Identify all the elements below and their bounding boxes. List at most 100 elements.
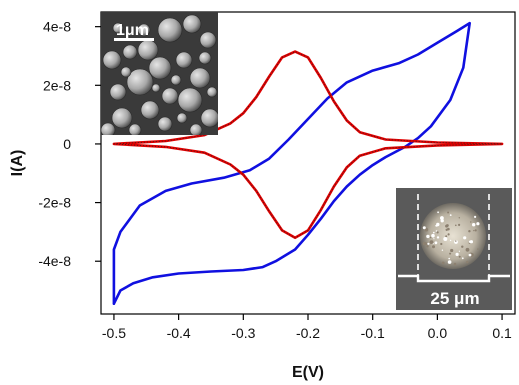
sem-particle [120,66,132,78]
disc-speckle [449,239,452,242]
disc-speckle [426,245,429,248]
disc-speckle [473,230,475,232]
x-tick-label: -0.4 [167,325,191,341]
disc-speckle [474,215,477,218]
disc-speckle [469,240,472,244]
disc-speckle [441,261,445,265]
sem-particles [101,14,218,135]
x-tick-label: -0.1 [361,325,385,341]
optical-image-inset: 25 μm [396,188,512,310]
disc-speckle [447,260,452,264]
disc-speckle [437,211,439,214]
diameter-bracket [398,274,510,283]
x-tick-label: -0.3 [231,325,255,341]
disc-speckle [458,255,461,258]
sem-particle [200,108,218,128]
disc-speckle [458,250,460,252]
sem-particle [199,31,217,49]
disc-speckle [429,240,434,245]
disc-speckle [426,234,430,239]
disc-speckle [440,242,443,246]
sem-particle [140,100,160,120]
sem-particle [126,68,154,96]
disc-speckle [466,260,469,264]
series-layer [112,21,504,306]
disc-speckle [436,231,439,234]
disc-speckle [470,221,472,223]
sem-particle [151,83,161,93]
electrode-disc [420,203,486,269]
disc-speckle [449,214,452,217]
disc-speckle [445,228,448,231]
disc-speckle [468,253,472,257]
disc-speckle [440,219,444,223]
y-tick-label: 2e-8 [43,77,71,93]
disc-speckle [455,224,457,227]
sem-particle [157,17,183,43]
y-tick-label: 4e-8 [43,19,71,35]
disc-speckle [461,245,464,248]
sem-particle [122,44,138,60]
sem-particle [148,56,172,80]
sem-particle [182,14,202,34]
disc-speckle [461,257,464,260]
sem-particle [176,112,188,124]
disc-speckle [435,225,437,227]
disc-speckle [474,229,477,232]
disc-speckle [445,235,448,238]
disc-speckle [447,211,450,214]
disc-speckle [472,223,476,227]
disc-speckle [449,264,451,266]
disc-speckle [422,241,427,246]
sem-particle [101,122,116,135]
sem-particle [112,22,124,34]
sem-particle [109,83,127,101]
sem-particle [102,50,122,70]
sem-particle [177,87,203,113]
disc-speckle [433,231,435,234]
x-tick-label: 0.1 [492,325,512,341]
disc-speckle [441,249,444,251]
series-fit-dotted [113,51,503,239]
disc-speckle [424,227,429,232]
electrode-disc-texture [422,211,480,266]
sem-particle [175,51,193,69]
disc-speckle [433,238,435,240]
x-tick-label: -0.2 [296,325,320,341]
y-tick-label: -2e-8 [38,195,71,211]
sem-scale-label: 1μm [116,22,149,39]
disc-speckle [440,216,444,220]
sem-particle [170,74,182,86]
x-tick-label: -0.5 [102,325,126,341]
disc-speckle [458,217,460,219]
disc-speckle [436,222,440,227]
disc-speckle [463,236,467,240]
disc-speckle [450,248,454,253]
disc-speckle [422,226,426,230]
disc-speckle [453,262,457,266]
optical-scale-label: 25 μm [430,289,479,308]
sem-particle [189,67,211,89]
disc-speckle [432,245,435,249]
sem-particle [137,23,151,37]
disc-speckle [476,222,480,226]
disc-speckle [447,233,450,236]
sem-particle [111,107,133,129]
sem-scale-bar [114,38,154,41]
disc-speckle [429,236,432,239]
disc-speckle [458,223,461,226]
x-tick-label: 0.0 [428,325,448,341]
disc-speckle [436,236,440,239]
sem-micrograph-inset: 1μm [101,12,218,135]
disc-speckle [434,241,438,245]
sem-particle [161,87,179,105]
disc-speckle [455,240,457,242]
disc-speckle [477,248,479,250]
disc-speckle [443,237,448,241]
disc-speckle [455,252,459,256]
x-axis-title: E(V) [292,364,324,381]
disc-speckle [435,230,438,232]
sem-particle [157,116,173,132]
disc-speckle [427,242,430,245]
sem-particle [137,39,159,61]
